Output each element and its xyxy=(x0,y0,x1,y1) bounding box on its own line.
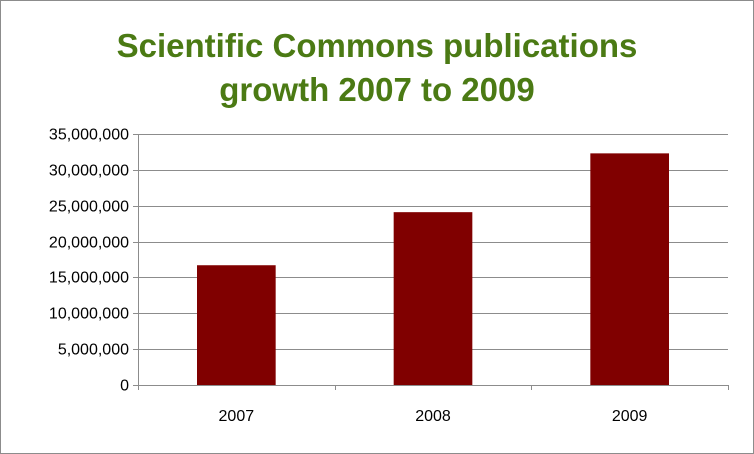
x-tick-labels: 2007 2008 2009 xyxy=(219,408,648,425)
y-tick-label: 35,000,000 xyxy=(49,127,129,144)
y-tick-label: 15,000,000 xyxy=(49,270,129,287)
y-tick-label: 30,000,000 xyxy=(49,163,129,180)
y-tick-label: 10,000,000 xyxy=(49,306,129,323)
y-tick-label: 20,000,000 xyxy=(49,235,129,252)
chart-title-line-2: growth 2007 to 2009 xyxy=(219,71,535,108)
y-tick-label: 25,000,000 xyxy=(49,199,129,216)
chart-title: Scientific Commons publications growth 2… xyxy=(0,24,754,112)
axes xyxy=(133,134,729,390)
chart-title-line-1: Scientific Commons publications xyxy=(116,27,638,64)
y-tick-labels: 0 5,000,000 10,000,000 15,000,000 20,000,000… xyxy=(49,127,129,395)
x-tick-label: 2008 xyxy=(415,408,451,425)
x-tick-label: 2007 xyxy=(219,408,255,425)
x-tick-label: 2009 xyxy=(612,408,648,425)
bar-2008 xyxy=(393,212,473,385)
bars xyxy=(197,153,669,385)
y-tick-label: 5,000,000 xyxy=(58,342,129,359)
y-tick-label: 0 xyxy=(120,378,129,395)
bar-2007 xyxy=(197,265,276,385)
bar-2009 xyxy=(590,153,669,385)
